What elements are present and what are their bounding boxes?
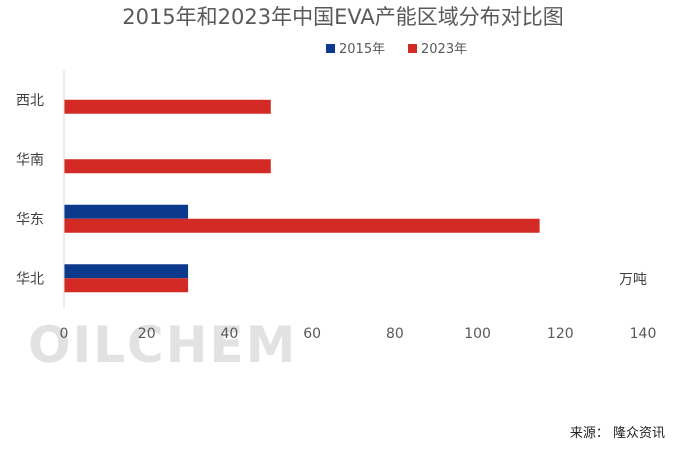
x-tick-label: 140 [630, 326, 657, 342]
category-label: 华东 [16, 212, 44, 228]
x-tick-label: 80 [386, 326, 404, 342]
legend: 2015年 2023年 [326, 42, 467, 57]
bar-2023年-西北 [64, 99, 271, 114]
x-tick-label: 60 [303, 326, 321, 342]
watermark-logo: OILCHEM [28, 316, 297, 374]
bar-2015年-华北 [64, 264, 189, 279]
bar-2023年-华东 [64, 218, 540, 233]
category-label: 华南 [16, 152, 44, 168]
x-tick-labels: 0 20 40 60 80 100 120 140 [60, 326, 657, 342]
category-label: 华北 [16, 271, 44, 287]
legend-label: 2015年 [339, 42, 385, 57]
x-tick-label: 40 [221, 326, 239, 342]
source-note: 来源： 隆众资讯 [570, 426, 665, 441]
x-tick-label: 120 [547, 326, 574, 342]
legend-swatch [408, 44, 417, 53]
bar-2023年-华南 [64, 159, 271, 174]
legend-label: 2023年 [421, 42, 467, 57]
x-tick-label: 100 [464, 326, 491, 342]
chart-title: 2015年和2023年中国EVA产能区域分布对比图 [122, 5, 564, 29]
legend-swatch [326, 44, 335, 53]
bar-2015年-华东 [64, 204, 189, 219]
x-tick-label: 20 [138, 326, 156, 342]
unit-label: 万吨 [619, 272, 647, 288]
bars-group [64, 99, 540, 293]
bar-2023年-华北 [64, 278, 189, 293]
x-tick-label: 0 [60, 326, 69, 342]
category-label: 西北 [16, 93, 44, 109]
